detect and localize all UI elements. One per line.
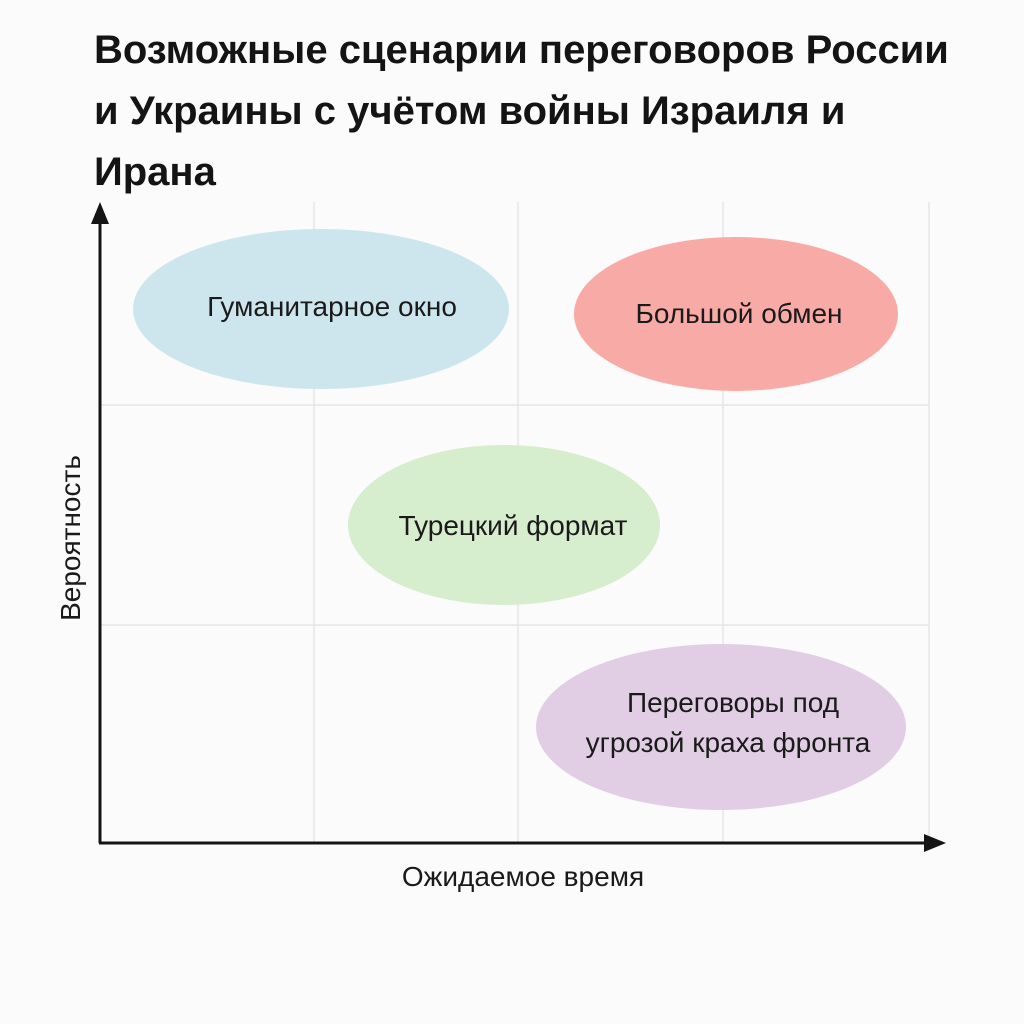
- scenario-label-line-2: угрозой краха фронта: [586, 727, 871, 758]
- scenario-label-line-1: Переговоры под: [627, 687, 839, 718]
- y-axis-arrow-icon: [91, 202, 109, 224]
- y-axis-label: Вероятность: [55, 455, 86, 621]
- scenario-label: Гуманитарное окно: [207, 291, 457, 322]
- scenario-bubble: [574, 237, 898, 391]
- x-axis: [99, 834, 946, 852]
- x-axis-label: Ожидаемое время: [402, 861, 644, 892]
- scenario-bubble: [348, 445, 660, 605]
- scenario-bubble: [133, 229, 509, 389]
- scenario-big-exchange: Большой обмен: [574, 237, 898, 391]
- scenario-humanitarian-window: Гуманитарное окно: [133, 229, 509, 389]
- y-axis: [91, 202, 109, 843]
- scenario-label: Турецкий формат: [399, 510, 628, 541]
- diagram-title: Возможные сценарии переговоров России и …: [94, 28, 949, 194]
- x-axis-arrow-icon: [924, 834, 946, 852]
- scenario-bubble: [536, 644, 906, 810]
- scenario-front-collapse-talks: Переговоры под угрозой краха фронта: [536, 644, 906, 810]
- scenario-turkish-format: Турецкий формат: [348, 445, 660, 605]
- scenario-label: Большой обмен: [636, 298, 843, 329]
